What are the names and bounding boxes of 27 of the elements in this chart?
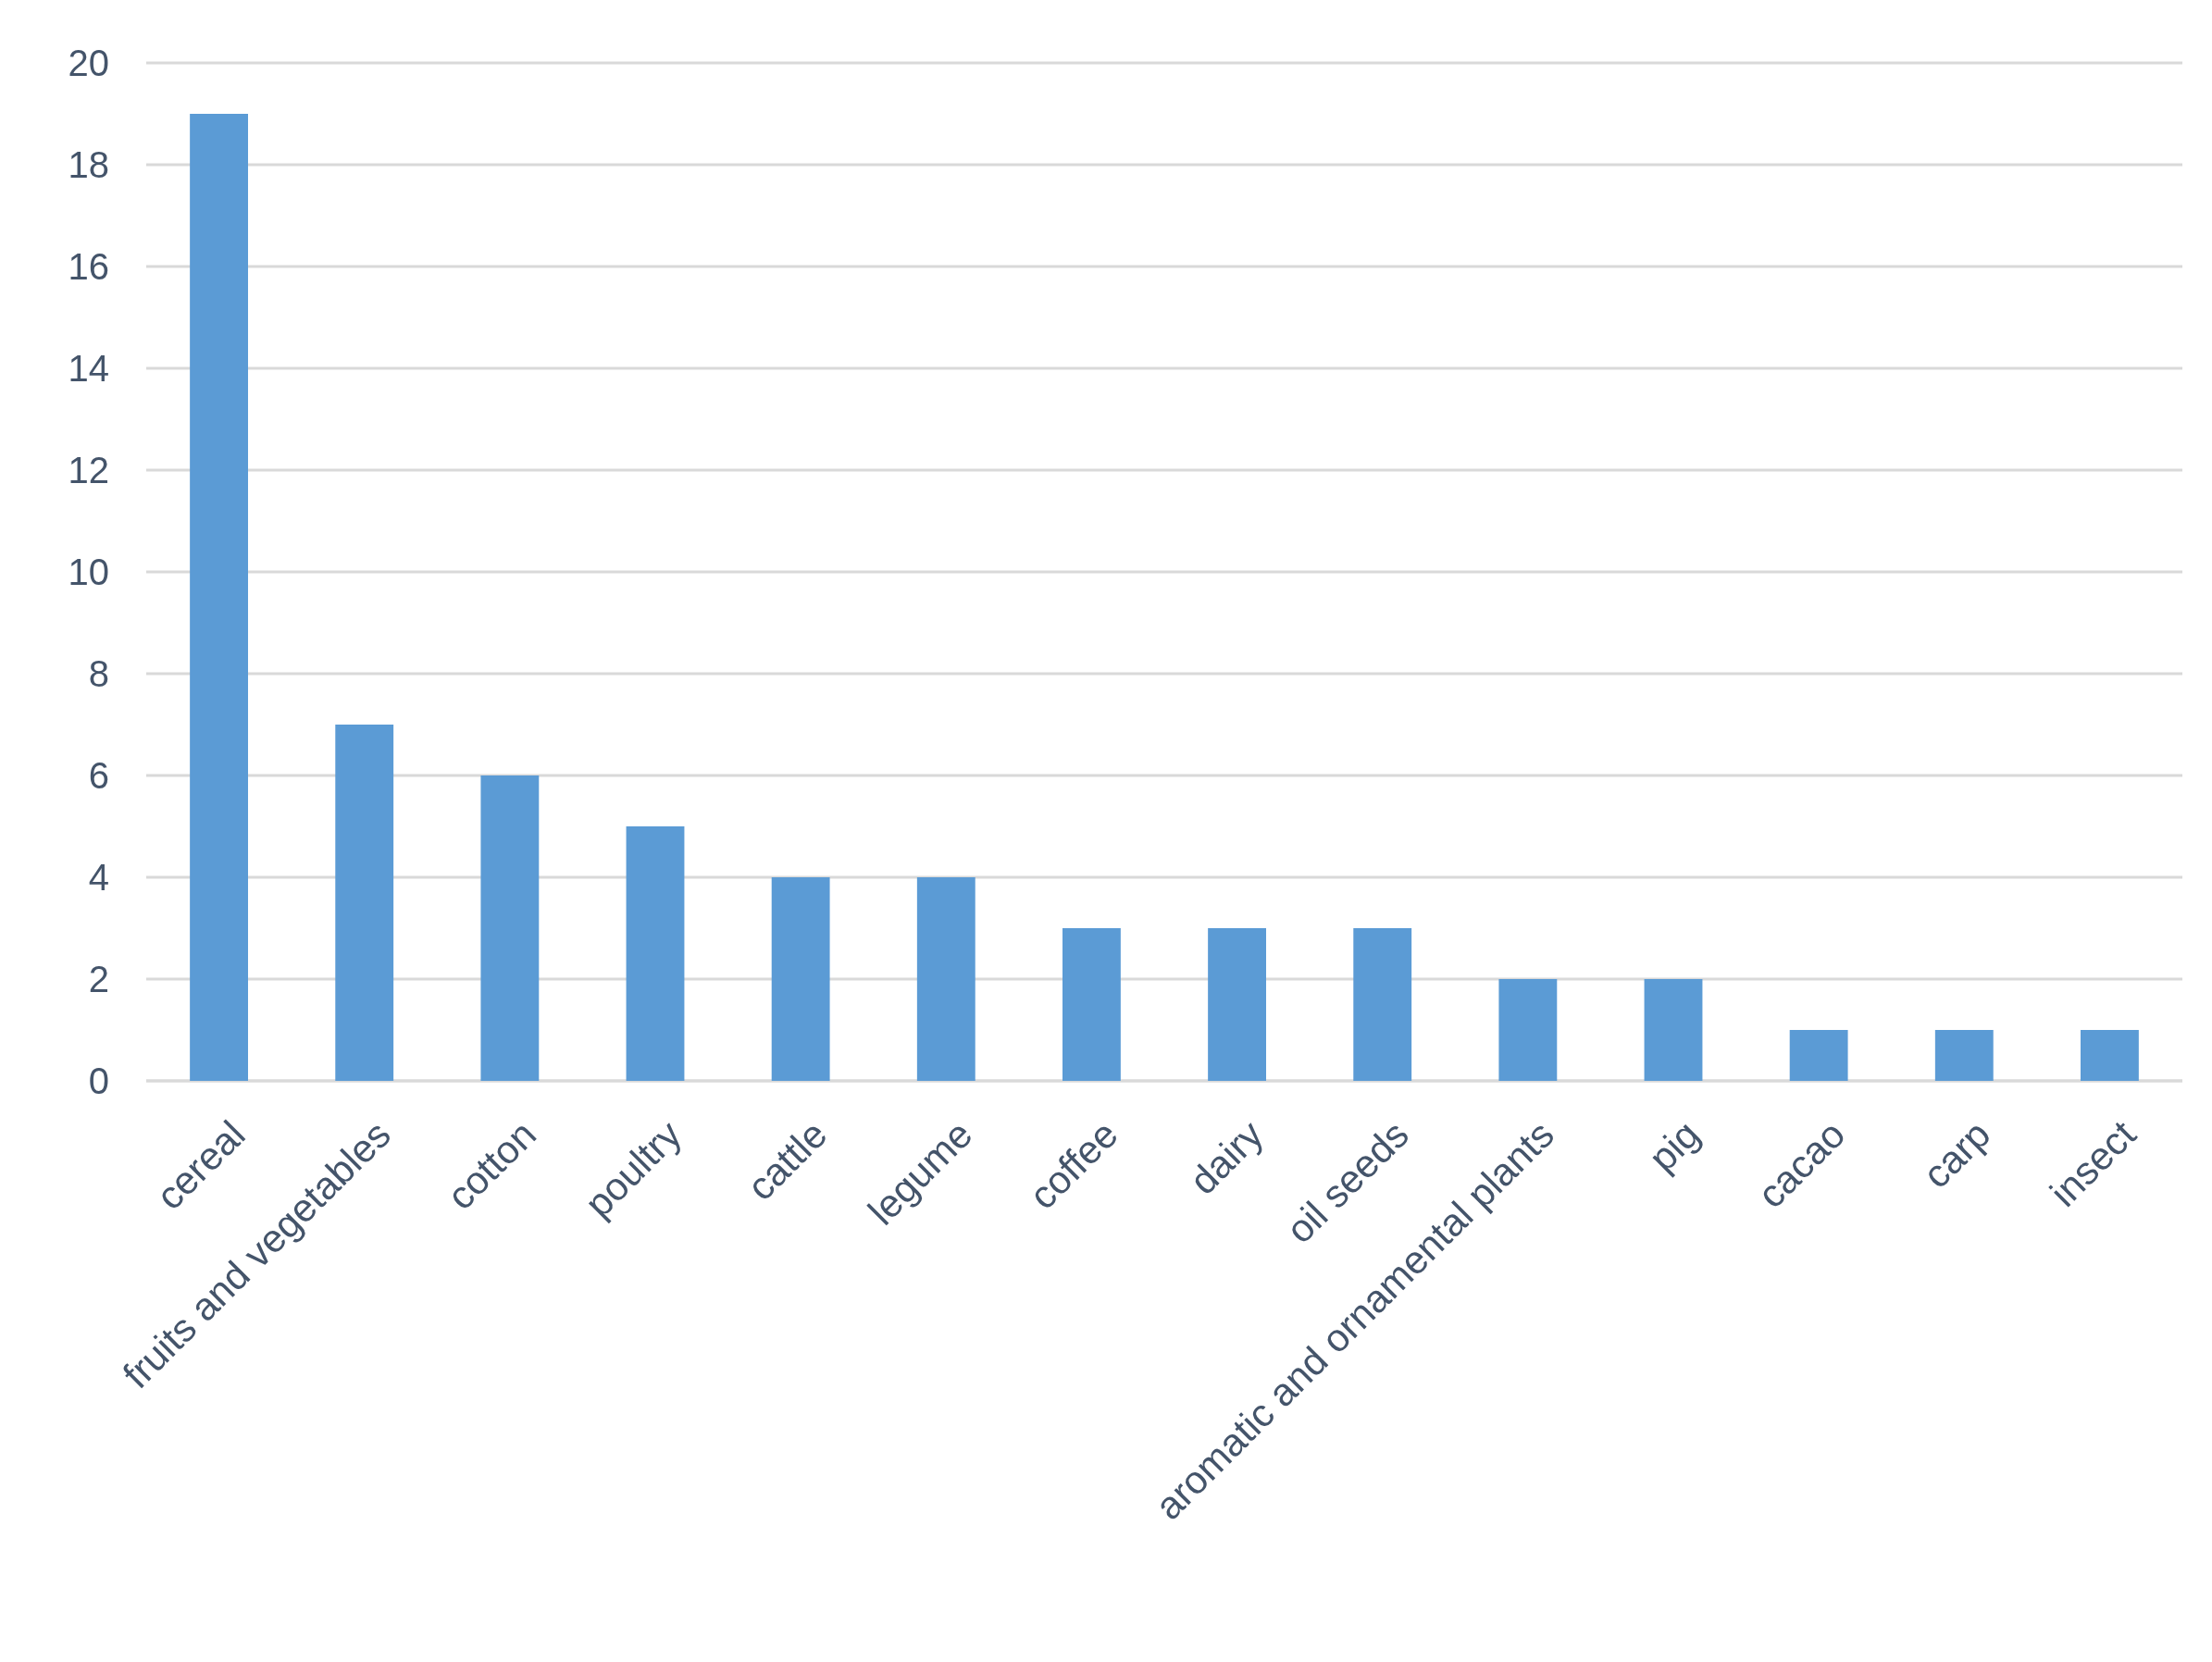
bar [190, 114, 248, 1081]
bar [1934, 1030, 1994, 1081]
y-tick-label: 14 [68, 348, 109, 389]
bar [1644, 979, 1703, 1081]
y-tick-label: 4 [88, 857, 109, 898]
y-tick-label: 6 [88, 755, 109, 796]
y-tick-label: 20 [68, 43, 109, 83]
y-tick-label: 2 [88, 959, 109, 999]
y-tick-label: 0 [88, 1060, 109, 1101]
bar [916, 877, 976, 1081]
y-tick-label: 18 [68, 144, 109, 185]
y-tick-label: 8 [88, 653, 109, 694]
bar [1789, 1030, 1848, 1081]
bar [626, 826, 685, 1081]
bar [480, 775, 540, 1081]
x-tick-label: carp [1914, 1111, 1999, 1197]
bar [2081, 1030, 2139, 1081]
bar [1063, 928, 1121, 1081]
bar [1353, 928, 1412, 1081]
x-tick-label: pig [1640, 1111, 1709, 1180]
y-tick-label: 10 [68, 552, 109, 592]
y-tick-label: 16 [68, 246, 109, 287]
bar [771, 877, 830, 1081]
bar [335, 725, 394, 1081]
bar [1498, 979, 1558, 1081]
y-tick-label: 12 [68, 450, 109, 490]
bar [1208, 928, 1266, 1081]
